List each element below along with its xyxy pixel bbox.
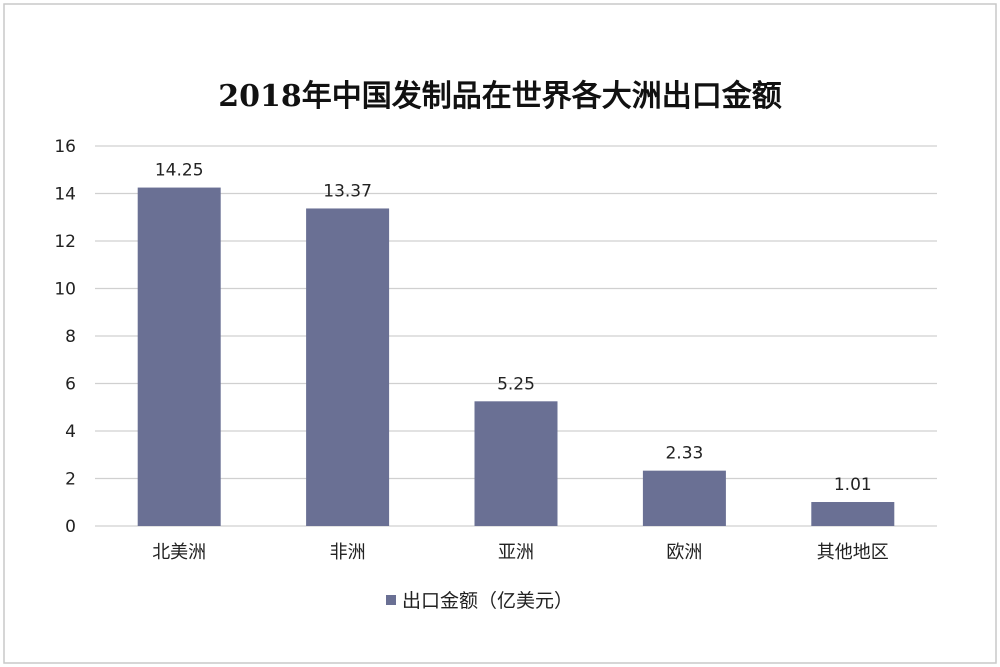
chart-title: 2018年中国发制品在世界各大洲出口金额	[218, 79, 782, 114]
watermark-logo-icon	[13, 641, 51, 655]
data-label: 5.25	[497, 374, 535, 394]
x-axis-ticks: 北美洲 非洲 亚洲 欧洲 其他地区	[152, 542, 889, 563]
x-tick-label: 欧洲	[666, 542, 702, 563]
x-tick-label: 其他地区	[817, 542, 889, 563]
x-tick-label: 北美洲	[152, 542, 206, 563]
legend-label: 出口金额（亿美元）	[402, 590, 573, 612]
grid-lines	[95, 145, 937, 527]
y-axis-ticks: 0 2 4 6 8 10 12 14 16	[54, 137, 76, 537]
y-tick-label: 10	[54, 280, 76, 300]
y-tick-label: 12	[54, 232, 76, 252]
y-tick-label: 4	[65, 422, 76, 442]
y-tick-label: 6	[65, 375, 76, 395]
y-tick-label: 2	[65, 470, 76, 490]
watermark: 大數跨境	[13, 638, 122, 660]
data-label: 1.01	[834, 475, 872, 495]
y-tick-label: 16	[54, 137, 76, 157]
legend: 出口金额（亿美元）	[386, 590, 573, 612]
data-label: 2.33	[665, 444, 703, 464]
data-label: 13.37	[323, 181, 372, 201]
outer-border	[3, 3, 997, 664]
y-tick-label: 14	[54, 185, 76, 205]
legend-swatch	[386, 595, 396, 605]
bars	[137, 187, 895, 526]
data-label: 14.25	[155, 161, 204, 181]
data-labels: 14.25 13.37 5.25 2.33 1.01	[155, 161, 872, 495]
bar	[642, 470, 726, 526]
watermark-text: 大數跨境	[50, 638, 122, 660]
bar	[811, 502, 895, 526]
x-tick-label: 亚洲	[498, 542, 534, 563]
bar	[306, 208, 390, 526]
bar	[137, 187, 221, 526]
bar	[474, 401, 558, 526]
y-tick-label: 8	[65, 327, 76, 347]
y-tick-label: 0	[65, 517, 76, 537]
x-tick-label: 非洲	[330, 542, 366, 563]
